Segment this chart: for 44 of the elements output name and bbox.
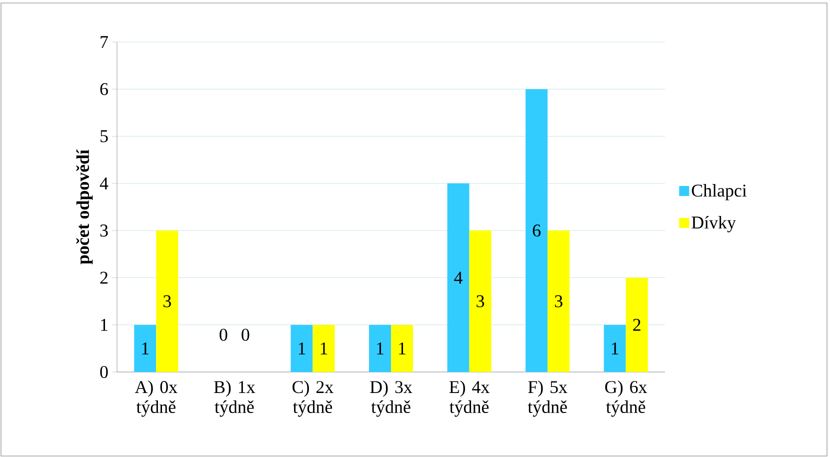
x-tick-label: D) 3x týdně [370, 380, 412, 417]
data-label: 1 [612, 342, 618, 354]
y-tick-label: 1 [101, 318, 108, 331]
data-label: 0 [242, 328, 250, 341]
x-tick-label: C) 2x týdně [292, 380, 334, 417]
data-label: 1 [142, 342, 149, 354]
data-label: 0 [220, 328, 228, 341]
data-label: 3 [554, 295, 562, 308]
bar [469, 230, 492, 372]
legend-label: Dívky [692, 216, 736, 232]
bar [369, 324, 392, 372]
data-label: 1 [377, 342, 384, 354]
y-tick-label: 4 [100, 178, 108, 190]
x-tick-label: B) 1x týdně [214, 380, 256, 417]
x-tick-label: F) 5x týdně [528, 380, 568, 417]
y-tick-label: 3 [100, 224, 108, 237]
data-label: 1 [320, 342, 328, 354]
data-label: 3 [164, 295, 171, 308]
x-tick-label: E) 4x týdně [449, 380, 490, 417]
bar [526, 89, 548, 372]
bar [447, 183, 470, 372]
bar [391, 324, 414, 372]
bar [626, 278, 648, 372]
bar [134, 324, 156, 372]
data-label: 6 [532, 224, 541, 237]
data-label: 4 [454, 272, 462, 284]
bar [604, 324, 626, 372]
x-tick-label: G) 6x týdně [605, 380, 648, 417]
data-label: 3 [476, 295, 484, 308]
y-tick-label: 6 [100, 83, 108, 96]
y-tick-label: 7 [100, 36, 108, 48]
data-label: 1 [298, 342, 306, 354]
data-label: 2 [633, 318, 640, 331]
y-axis-title: počet odpovědí [76, 149, 93, 264]
bar [548, 230, 570, 372]
bar [156, 230, 178, 372]
legend-label: Chlapci [692, 184, 747, 200]
bar [290, 324, 313, 372]
data-label: 1 [399, 342, 406, 354]
bar [312, 324, 335, 372]
y-tick-label: 0 [100, 366, 108, 378]
y-tick-label: 2 [100, 272, 108, 284]
x-tick-label: A) 0x týdně [134, 380, 178, 417]
y-tick-label: 5 [100, 130, 108, 142]
